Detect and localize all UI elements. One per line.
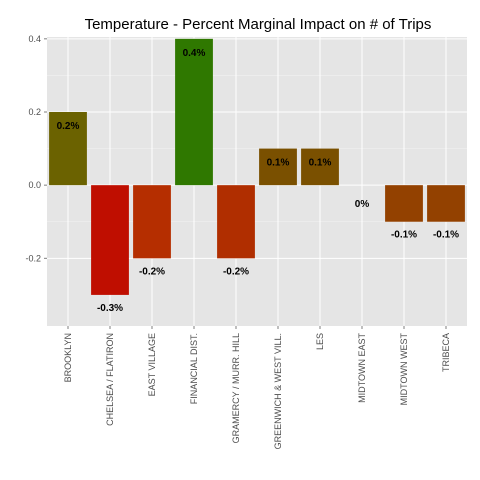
- data-label: 0.4%: [183, 48, 206, 59]
- x-tick-label: TRIBECA: [441, 333, 451, 372]
- chart-title: Temperature - Percent Marginal Impact on…: [85, 16, 432, 33]
- x-tick-label: MIDTOWN WEST: [399, 333, 409, 406]
- x-tick-label: FINANCIAL DIST.: [189, 333, 199, 404]
- bar: [133, 185, 171, 259]
- data-label: -0.1%: [391, 230, 417, 241]
- plot-area: -0.2 0.0 0.2 0.4 0.2% BROOKLYN -0.3% CHELSEA / …: [25, 34, 467, 449]
- x-tick-label: GRAMERCY / MURR. HILL: [231, 333, 241, 443]
- y-tick-label: -0.2: [25, 253, 41, 263]
- data-label: -0.2%: [223, 266, 249, 277]
- data-label: -0.3%: [97, 303, 123, 314]
- bar: [259, 148, 297, 186]
- x-tick-label: BROOKLYN: [63, 333, 73, 382]
- bar: [427, 185, 465, 222]
- data-label: -0.1%: [433, 230, 459, 241]
- x-tick-label: LES: [315, 333, 325, 350]
- data-label: 0.2%: [57, 121, 80, 132]
- x-tick-label: GREENWICH & WEST VILL.: [273, 333, 283, 449]
- data-label: 0%: [355, 199, 370, 210]
- bar: [91, 185, 129, 295]
- bar: [217, 185, 255, 259]
- x-tick-label: EAST VILLAGE: [147, 333, 157, 396]
- data-label: 0.1%: [267, 158, 290, 169]
- data-label: -0.2%: [139, 266, 165, 277]
- y-tick-label: 0.0: [28, 180, 41, 190]
- x-tick-label: MIDTOWN EAST: [357, 333, 367, 403]
- y-tick-label: 0.2: [28, 107, 41, 117]
- bar: [49, 111, 87, 186]
- x-tick-label: CHELSEA / FLATIRON: [105, 333, 115, 426]
- bar: [385, 185, 423, 222]
- bar: [301, 148, 339, 186]
- data-label: 0.1%: [309, 158, 332, 169]
- y-tick-label: 0.4: [28, 34, 41, 44]
- bar: [175, 38, 213, 186]
